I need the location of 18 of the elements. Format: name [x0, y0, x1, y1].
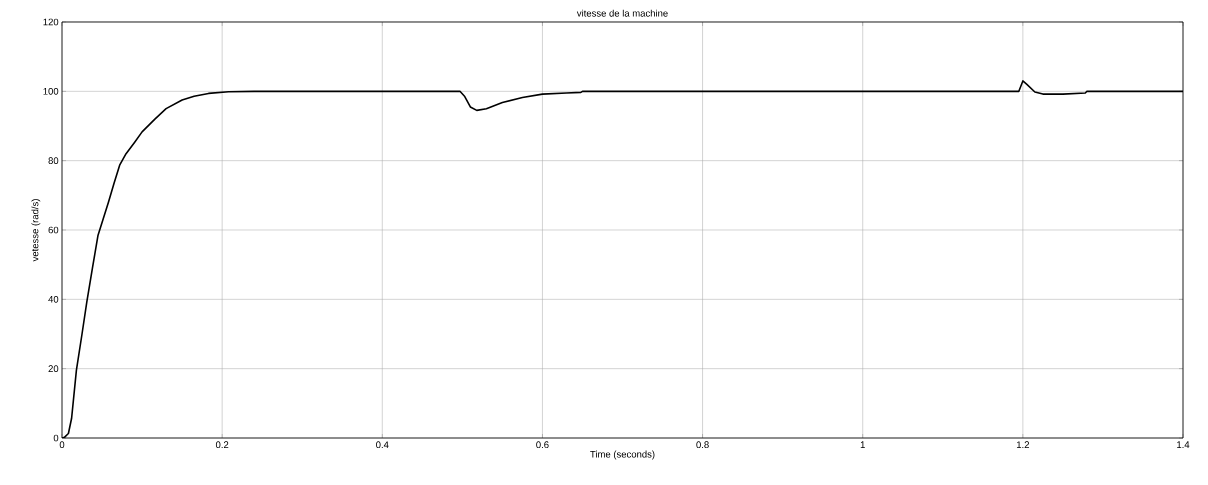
x-tick-label: 0.8: [696, 441, 709, 449]
x-tick-label: 0: [59, 441, 65, 449]
x-axis-title: Time (seconds): [590, 450, 655, 460]
y-tick-label: 60: [48, 226, 59, 234]
x-tick-label: 1.4: [1177, 441, 1190, 448]
y-tick-label: 120: [43, 18, 59, 26]
y-tick-label: 100: [43, 87, 59, 95]
x-tick-label: 0.2: [215, 441, 229, 449]
chart-title: vitesse de la machine: [576, 9, 668, 17]
y-axis-title: vetesse (rad/s): [31, 199, 41, 262]
y-tick-label: 40: [48, 295, 59, 303]
x-tick-label: 0.6: [536, 441, 549, 449]
y-tick-label: 80: [48, 157, 59, 165]
x-tick-label: 1.2: [1016, 441, 1029, 448]
y-tick-label: 20: [48, 365, 59, 373]
x-tick-label: 0.4: [376, 441, 389, 449]
x-tick-label: 1: [860, 441, 865, 448]
y-tick-label: 0: [53, 434, 59, 442]
